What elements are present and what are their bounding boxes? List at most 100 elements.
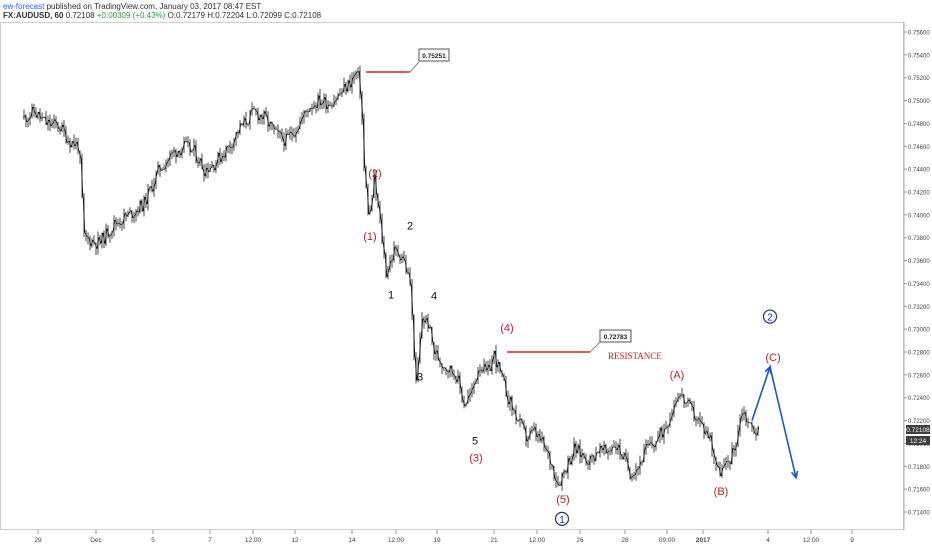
- candle-body: [144, 196, 148, 205]
- candle-body: [90, 240, 94, 246]
- candle-body: [448, 365, 452, 373]
- candle-body: [682, 394, 686, 404]
- candle-body: [198, 158, 202, 164]
- candle-body: [506, 396, 510, 405]
- time-tick-label: 12:00: [803, 537, 820, 544]
- candle-body: [280, 132, 284, 139]
- candle-body: [36, 111, 40, 118]
- open-text: O:0.72179: [167, 11, 205, 20]
- candle-body: [510, 397, 514, 410]
- candle-body: [458, 375, 462, 389]
- candle-body: [24, 115, 28, 123]
- candle-body: [734, 444, 738, 451]
- candle-body: [490, 359, 494, 372]
- candle-body: [728, 461, 732, 465]
- candle-body: [484, 364, 488, 371]
- candle-body: [460, 388, 464, 401]
- time-tick-label: 12:00: [245, 537, 262, 544]
- candle-body: [288, 131, 292, 135]
- price-tick-label: 0.75000: [908, 99, 930, 105]
- candle-body: [446, 370, 450, 373]
- candle-body: [166, 159, 170, 164]
- candle-body: [120, 223, 124, 226]
- arrow-head: [790, 470, 799, 480]
- resistance-annotation: 0.72783 RESISTANCE: [507, 329, 662, 361]
- candle-body: [468, 392, 472, 397]
- candle-body: [524, 427, 528, 442]
- candle-body: [482, 364, 486, 372]
- wave-label: (C): [765, 352, 780, 364]
- candle-body: [606, 451, 610, 454]
- candle-body: [560, 473, 564, 486]
- candle-body: [232, 139, 236, 148]
- candle-body: [574, 443, 578, 454]
- resistance-label: RESISTANCE: [608, 351, 662, 361]
- candle-body: [354, 71, 358, 76]
- candle-body: [240, 123, 244, 126]
- wave-label: (A): [670, 369, 685, 381]
- wave-label: (B): [714, 486, 729, 498]
- wave-label: (3): [469, 453, 482, 465]
- candle-body: [260, 115, 264, 120]
- candle-body: [443, 367, 445, 369]
- candle-body: [398, 255, 402, 261]
- candle-body: [102, 232, 106, 244]
- candle-body: [502, 374, 506, 381]
- countdown-tag: [906, 436, 930, 445]
- candle-body: [242, 118, 246, 126]
- high-annotation: 0.75251: [366, 48, 450, 73]
- candle-body: [34, 112, 38, 118]
- candle-body: [264, 111, 268, 117]
- time-axis[interactable]: 29 Dec 5 7 12:00 12 14 12:00 19 21 12:00 26 28 09:00 2…: [34, 530, 854, 544]
- candle-body: [334, 99, 338, 102]
- candle-body: [342, 83, 346, 93]
- candle-body: [126, 212, 130, 217]
- time-tick-label: 12:00: [529, 537, 546, 544]
- price-tick-label: 0.74600: [908, 145, 930, 151]
- candle-body: [576, 445, 580, 454]
- price-tick-label: 0.72600: [908, 373, 930, 379]
- price-tick-label: 0.71400: [908, 511, 930, 517]
- candle-body: [750, 422, 754, 428]
- symbol-label[interactable]: FX:AUDUSD, 60: [3, 11, 64, 20]
- author-link[interactable]: ew-forecast: [3, 2, 45, 11]
- candle-body: [346, 80, 350, 92]
- candle-body: [624, 453, 628, 459]
- candle-body: [470, 387, 474, 394]
- candle-body: [228, 145, 232, 148]
- price-axis[interactable]: 0.75600 0.75400 0.75200 0.75000 0.74800 0.746…: [904, 31, 930, 517]
- candle-body: [450, 365, 454, 374]
- candle-body: [438, 360, 442, 364]
- candle-body: [554, 478, 558, 483]
- price-tick-label: 0.75200: [908, 76, 930, 82]
- candle-body: [498, 362, 502, 372]
- candle-body: [422, 318, 426, 323]
- candle-body: [636, 467, 640, 471]
- candle-body: [84, 232, 88, 237]
- candle-body: [472, 383, 476, 389]
- candle-body: [357, 70, 359, 73]
- plot-border: [0, 22, 904, 530]
- low-text: L:0.72099: [246, 11, 282, 20]
- candle-body: [626, 458, 630, 470]
- candle-body: [302, 111, 306, 118]
- candle-body: [604, 444, 608, 453]
- candle-body: [634, 469, 638, 476]
- wave-label: 2: [407, 221, 413, 233]
- candle-body: [736, 430, 740, 445]
- candle-body: [316, 95, 320, 108]
- candle-body: [54, 119, 58, 124]
- candle-body: [38, 111, 42, 119]
- candle-body: [192, 145, 196, 151]
- candle-body: [174, 150, 178, 157]
- candle-body: [528, 431, 532, 438]
- change-text: +0.00309 (+0.43%): [96, 11, 166, 20]
- candle-body: [80, 157, 84, 198]
- price-tick-label: 0.71800: [908, 465, 930, 471]
- candle-body: [618, 445, 622, 455]
- candle-body: [140, 200, 144, 212]
- candle-body: [98, 237, 102, 244]
- candle-body: [64, 130, 68, 143]
